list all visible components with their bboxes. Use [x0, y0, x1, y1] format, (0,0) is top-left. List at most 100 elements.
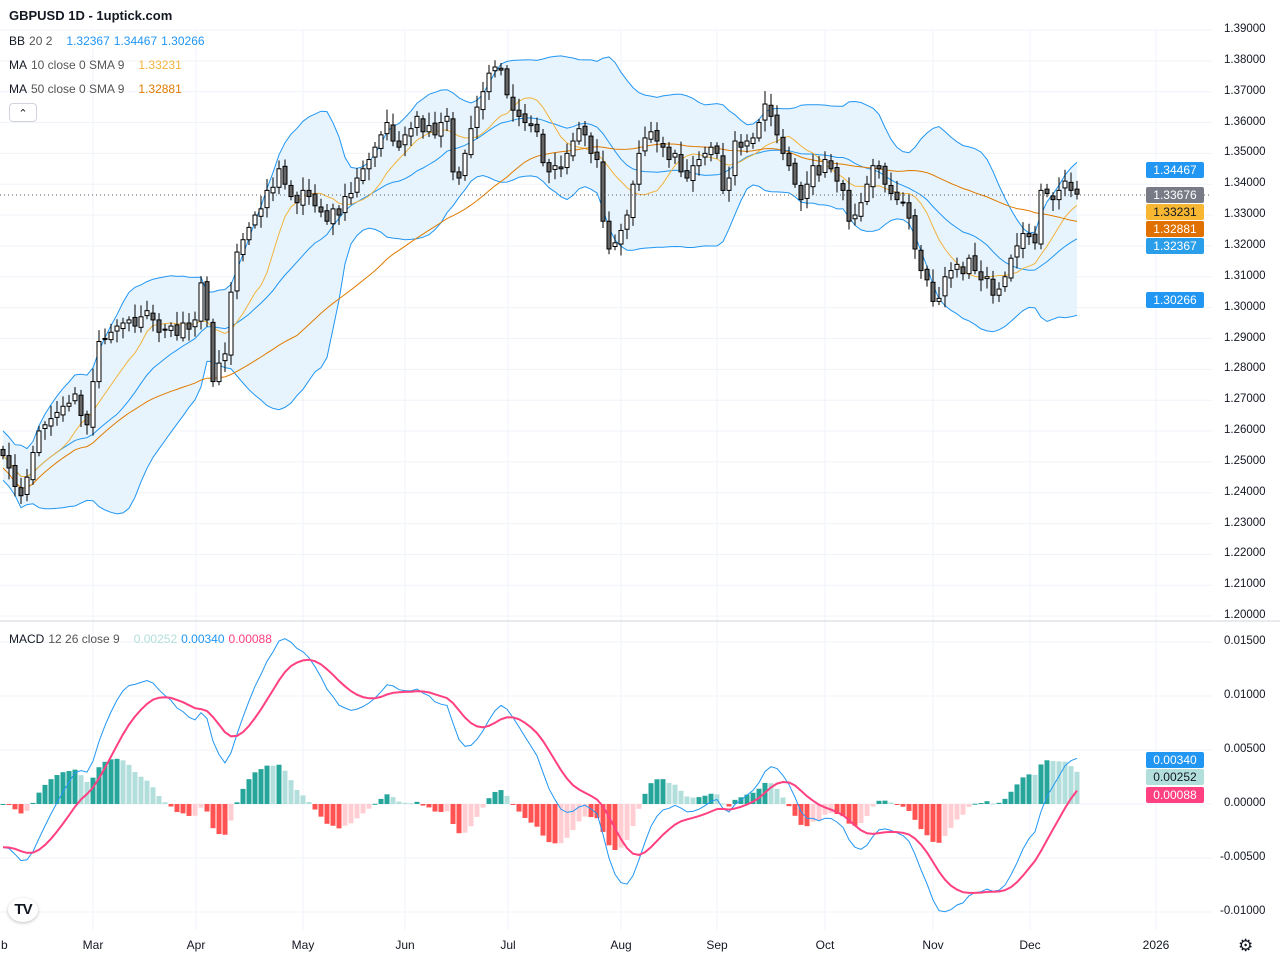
candle	[120, 317, 126, 339]
macd-histogram-bar	[660, 779, 666, 804]
macd-histogram-bar	[648, 783, 654, 804]
macd-histogram-bar	[888, 802, 894, 804]
time-axis-label: Nov	[922, 938, 944, 952]
candle-body	[882, 165, 888, 185]
candle-body	[48, 418, 54, 427]
macd-histogram-bar	[504, 795, 510, 804]
candle	[198, 276, 204, 330]
candle-body	[1026, 233, 1032, 238]
candle-body	[552, 165, 558, 170]
gear-icon[interactable]: ⚙	[1238, 936, 1254, 955]
macd-histogram-bar	[324, 804, 330, 824]
macd-histogram-bar	[774, 788, 780, 804]
candle	[618, 223, 624, 256]
macd-histogram-bar	[210, 804, 216, 829]
candle	[276, 160, 282, 195]
candle	[888, 172, 894, 201]
macd-histogram-bar	[624, 804, 630, 840]
macd-histogram-bar	[402, 802, 408, 804]
macd-histogram-bar	[810, 804, 816, 822]
macd-histogram-bar	[756, 788, 762, 804]
candle	[1002, 271, 1008, 292]
collapse-legend-button[interactable]: ⌃	[9, 103, 37, 122]
macd-histogram-bar	[882, 800, 888, 804]
candle	[936, 286, 942, 306]
macd-histogram-bar	[366, 804, 372, 809]
candle-body	[852, 214, 858, 220]
macd-histogram-bar	[594, 804, 600, 819]
candle	[1008, 254, 1014, 282]
candle-body	[222, 353, 228, 362]
macd-histogram-bar	[606, 804, 612, 846]
macd-histogram-bar	[618, 804, 624, 848]
candle	[990, 270, 996, 304]
candle	[570, 132, 576, 162]
candle-body	[144, 310, 150, 317]
macd-histogram-bar	[846, 804, 852, 824]
macd-histogram-bar	[420, 804, 426, 806]
candle-body	[720, 155, 726, 191]
candle	[624, 209, 630, 240]
candle	[360, 160, 366, 185]
candle-body	[498, 67, 504, 71]
candle-body	[756, 122, 762, 139]
candle	[390, 113, 396, 147]
candle	[522, 104, 528, 131]
candle	[762, 91, 768, 132]
macd-histogram-bar	[900, 804, 906, 807]
candle-body	[690, 165, 696, 182]
candle-body	[6, 455, 12, 469]
legend-ma50[interactable]: MA 50 close 0 SMA 9 1.32881	[9, 82, 186, 96]
candle	[768, 93, 774, 127]
macd-histogram-bar	[384, 794, 390, 804]
macd-histogram-bar	[948, 804, 954, 828]
tradingview-logo[interactable]: TV	[8, 898, 38, 922]
candle	[36, 425, 42, 457]
bb-fill-area	[3, 55, 1077, 514]
time-axis-label: Jul	[500, 938, 516, 952]
price-axis-label: 1.32000	[1224, 238, 1266, 251]
candle	[66, 394, 72, 412]
macd-histogram-bar	[114, 758, 120, 804]
candle	[816, 155, 822, 182]
candle	[480, 81, 486, 120]
macd-histogram-bar	[468, 804, 474, 827]
price-axis-label: 1.22000	[1224, 547, 1266, 560]
macd-histogram-bar	[498, 790, 504, 804]
macd-histogram-bar	[540, 804, 546, 836]
candle	[552, 152, 558, 180]
candle	[348, 182, 354, 205]
candle-body	[66, 402, 72, 407]
candle	[330, 203, 336, 236]
candle	[498, 63, 504, 76]
macd-line	[2, 638, 1078, 913]
candle	[444, 108, 450, 132]
price-axis-label: 1.23000	[1224, 516, 1266, 529]
candle-body	[420, 118, 426, 133]
candle	[222, 342, 228, 373]
candle	[12, 454, 18, 497]
candle	[840, 179, 846, 201]
legend-macd[interactable]: MACD 12 26 close 9 0.00252 0.00340 0.00088	[9, 632, 276, 646]
candle	[858, 192, 864, 222]
candle-body	[1068, 181, 1074, 191]
candle	[708, 141, 714, 162]
candle-body	[150, 312, 156, 321]
candle	[240, 232, 246, 262]
legend-ma10[interactable]: MA 10 close 0 SMA 9 1.33231	[9, 58, 186, 72]
candle	[582, 120, 588, 147]
candle	[318, 198, 324, 218]
chevron-up-icon: ⌃	[18, 108, 28, 120]
candle	[108, 323, 114, 344]
macd-histogram-bar	[1020, 777, 1026, 804]
price-axis-label: 1.29000	[1224, 331, 1266, 344]
macd-histogram-bar	[186, 804, 192, 816]
legend-bb[interactable]: BB 20 2 1.32367 1.34467 1.30266	[9, 34, 209, 48]
macd-histogram-bar	[246, 779, 252, 804]
candle-body	[738, 141, 744, 148]
candle-body	[372, 146, 378, 158]
candle	[684, 159, 690, 182]
macd-histogram-bar	[1014, 784, 1020, 804]
time-axis-label: Apr	[186, 938, 206, 952]
